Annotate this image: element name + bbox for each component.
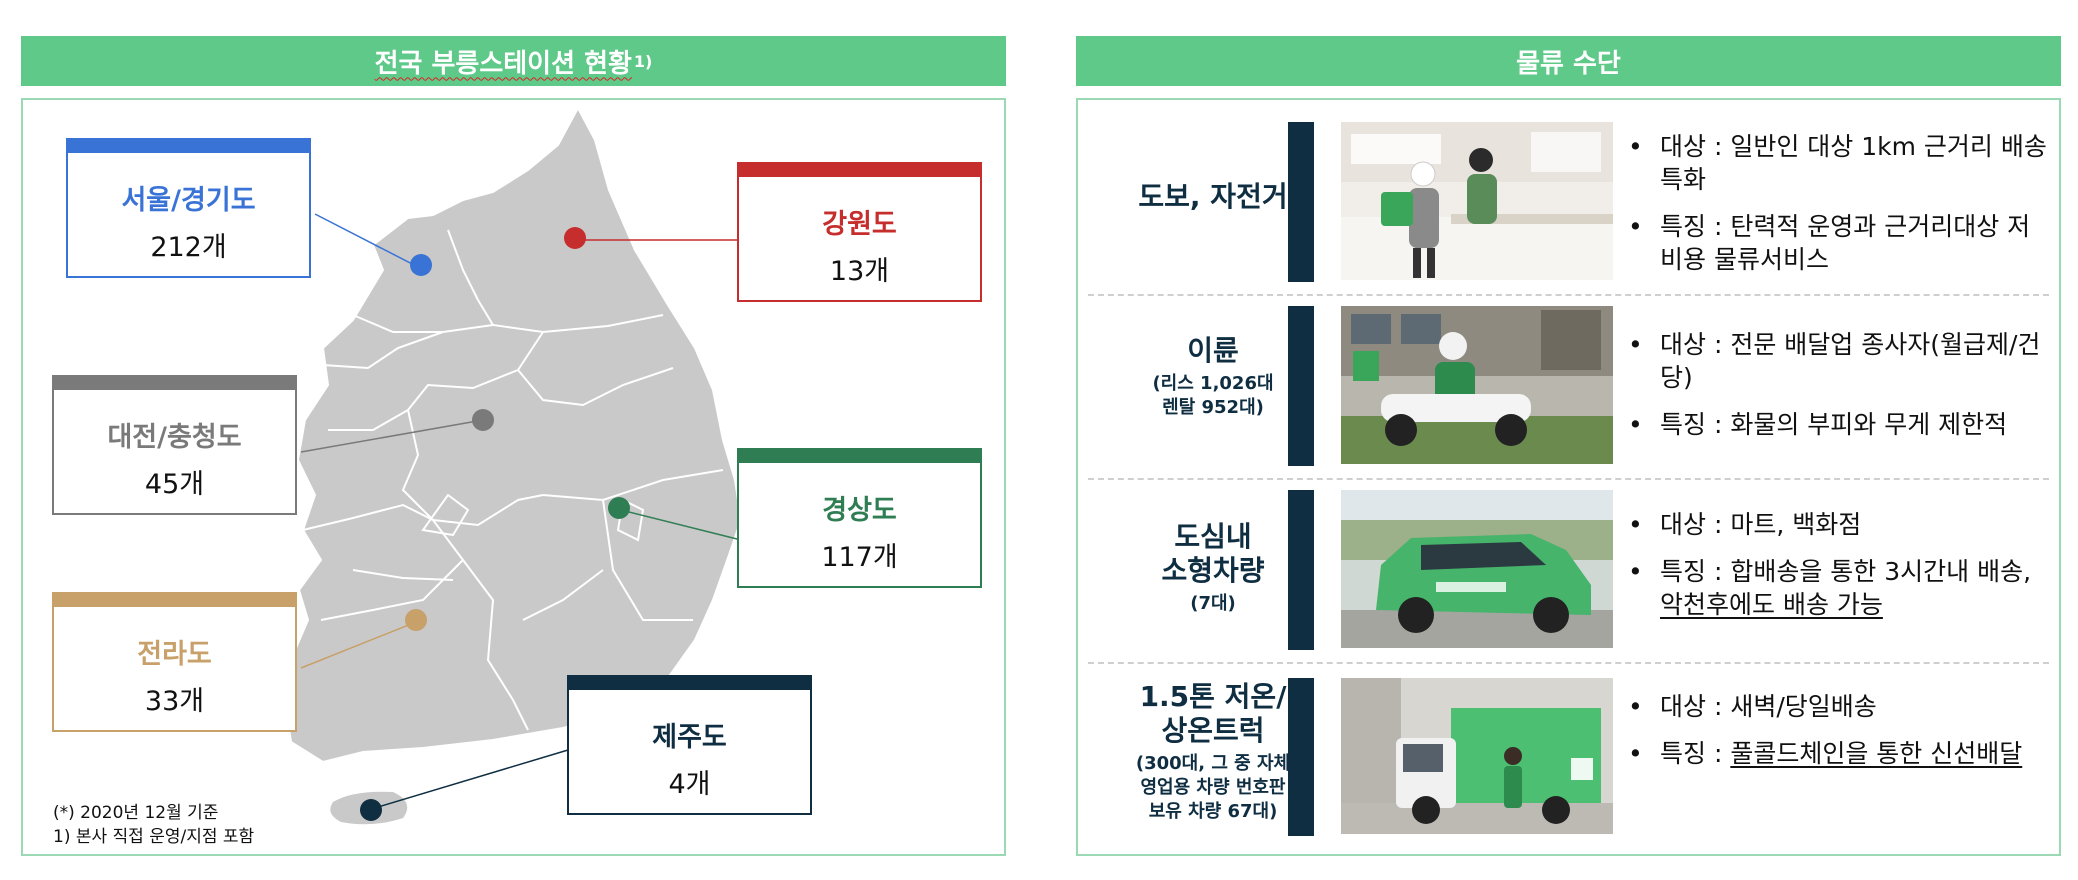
row-bullets: 대상 : 전문 배달업 종사자(월급제/건당) 특징 : 화물의 부피와 무게 … [1628,328,2048,455]
logistics-section-title: 물류 수단 [1516,48,1621,79]
leader-daejeon [300,419,484,453]
logistics-section-header: 물류 수단 [1076,36,2061,86]
row-title-block: 도보, 자전거 [1088,180,1338,214]
bullet-target: 대상 : 전문 배달업 종사자(월급제/건당) [1628,328,2048,394]
dot-jeolla [405,609,427,631]
bullet-target: 대상 : 일반인 대상 1km 근거리 배송 특화 [1628,130,2048,196]
map-section-title-sup: 1) [633,51,653,71]
region-box-gangwon: 강원도 13개 [737,162,982,302]
map-section-title: 전국 부릉스테이션 현황 [374,48,632,79]
region-box-jeju: 제주도 4개 [567,675,812,815]
row-separator [1088,478,2049,480]
region-count: 45개 [144,469,205,500]
region-name: 강원도 [822,209,897,240]
bullet-feature: 특징 : 합배송을 통한 3시간내 배송, 악천후에도 배송 가능 [1628,555,2048,621]
row-title-block: 도심내 소형차량 (7대) [1088,520,1338,616]
region-box-seoul: 서울/경기도 212개 [66,138,311,278]
row-accent-bar [1288,122,1314,282]
dot-jeju [360,799,382,821]
korea-mainland-shape [283,105,743,764]
region-count: 4개 [668,769,711,800]
footnote-scope: 1) 본사 직접 운영/지점 포함 [53,827,255,847]
region-name: 경상도 [822,495,897,526]
leader-jeju [367,749,569,811]
region-name: 제주도 [652,722,727,753]
row-title-block: 이륜 (리스 1,026대 렌탈 952대) [1088,334,1338,420]
korea-map [283,105,743,825]
row-subtitle: (7대) [1190,593,1236,614]
logistics-row-car: 도심내 소형차량 (7대) 대상 : 마트, 백화점 특징 : 합배송을 통한 … [1078,490,2059,650]
bullet-feature: 특징 : 풀콜드체인을 통한 신선배달 [1628,737,2048,770]
region-count: 33개 [144,686,205,717]
bullet-target: 대상 : 새벽/당일배송 [1628,690,2048,723]
walking-courier-photo [1341,122,1613,280]
region-count: 212개 [150,232,227,263]
row-bullets: 대상 : 일반인 대상 1km 근거리 배송 특화 특징 : 탄력적 운영과 근… [1628,130,2048,290]
map-section-header: 전국 부릉스테이션 현황 1) [21,36,1006,86]
dot-gangwon [564,227,586,249]
row-title: 이륜 [1187,334,1239,367]
row-separator [1088,662,2049,664]
row-accent-bar [1288,306,1314,466]
green-car-photo [1341,490,1613,648]
row-subtitle: (300대, 그 중 자체 영업용 차량 번호판 보유 차량 67대) [1135,753,1291,822]
leader-gyeongsang [620,509,742,541]
province-borders [302,229,724,731]
region-box-gyeongsang: 경상도 117개 [737,448,982,588]
row-accent-bar [1288,490,1314,650]
dot-seoul [410,254,432,276]
region-name: 전라도 [137,639,212,670]
region-count: 117개 [821,542,898,573]
row-title: 도보, 자전거 [1138,180,1288,213]
region-count: 13개 [829,256,890,287]
row-title-block: 1.5톤 저온/ 상온트럭 (300대, 그 중 자체 영업용 차량 번호판 보… [1088,680,1338,824]
row-title: 도심내 소형차량 [1161,520,1265,587]
dot-daejeon [472,409,494,431]
leader-jeolla [300,621,417,669]
row-title: 1.5톤 저온/ 상온트럭 [1139,680,1287,747]
region-box-daejeon: 대전/충청도 45개 [52,375,297,515]
bullet-target: 대상 : 마트, 백화점 [1628,508,2048,541]
logistics-row-motorbike: 이륜 (리스 1,026대 렌탈 952대) 대상 : 전문 배달업 종사자(월… [1078,306,2059,466]
region-name: 대전/충청도 [107,422,242,453]
region-name: 서울/경기도 [121,185,256,216]
cold-truck-photo [1341,678,1613,834]
logistics-row-walk: 도보, 자전거 대상 : 일반인 대상 1km 근거리 배송 특화 [1078,122,2059,282]
region-box-jeolla: 전라도 33개 [52,592,297,732]
row-bullets: 대상 : 새벽/당일배송 특징 : 풀콜드체인을 통한 신선배달 [1628,690,2048,784]
bullet-feature: 특징 : 탄력적 운영과 근거리대상 저비용 물류서비스 [1628,210,2048,276]
dot-gyeongsang [608,497,630,519]
bullet-feature-underline: 악천후에도 배송 가능 [1660,590,1883,619]
bullet-feature: 특징 : 화물의 부피와 무게 제한적 [1628,408,2048,441]
bullet-feature-underline: 풀콜드체인을 통한 신선배달 [1730,739,2023,768]
row-bullets: 대상 : 마트, 백화점 특징 : 합배송을 통한 3시간내 배송, 악천후에도… [1628,508,2048,635]
leader-seoul [314,213,419,268]
motorbike-courier-photo [1341,306,1613,464]
station-map-panel: 서울/경기도 212개 강원도 13개 대전/충청도 45개 경상도 117개 … [21,98,1006,856]
row-accent-bar [1288,678,1314,836]
row-subtitle: (리스 1,026대 렌탈 952대) [1152,373,1274,418]
row-separator [1088,294,2049,296]
footnote-date: (*) 2020년 12월 기준 [53,803,219,823]
logistics-row-truck: 1.5톤 저온/ 상온트럭 (300대, 그 중 자체 영업용 차량 번호판 보… [1078,678,2059,838]
logistics-panel: 도보, 자전거 대상 : 일반인 대상 1km 근거리 배송 특화 [1076,98,2061,856]
